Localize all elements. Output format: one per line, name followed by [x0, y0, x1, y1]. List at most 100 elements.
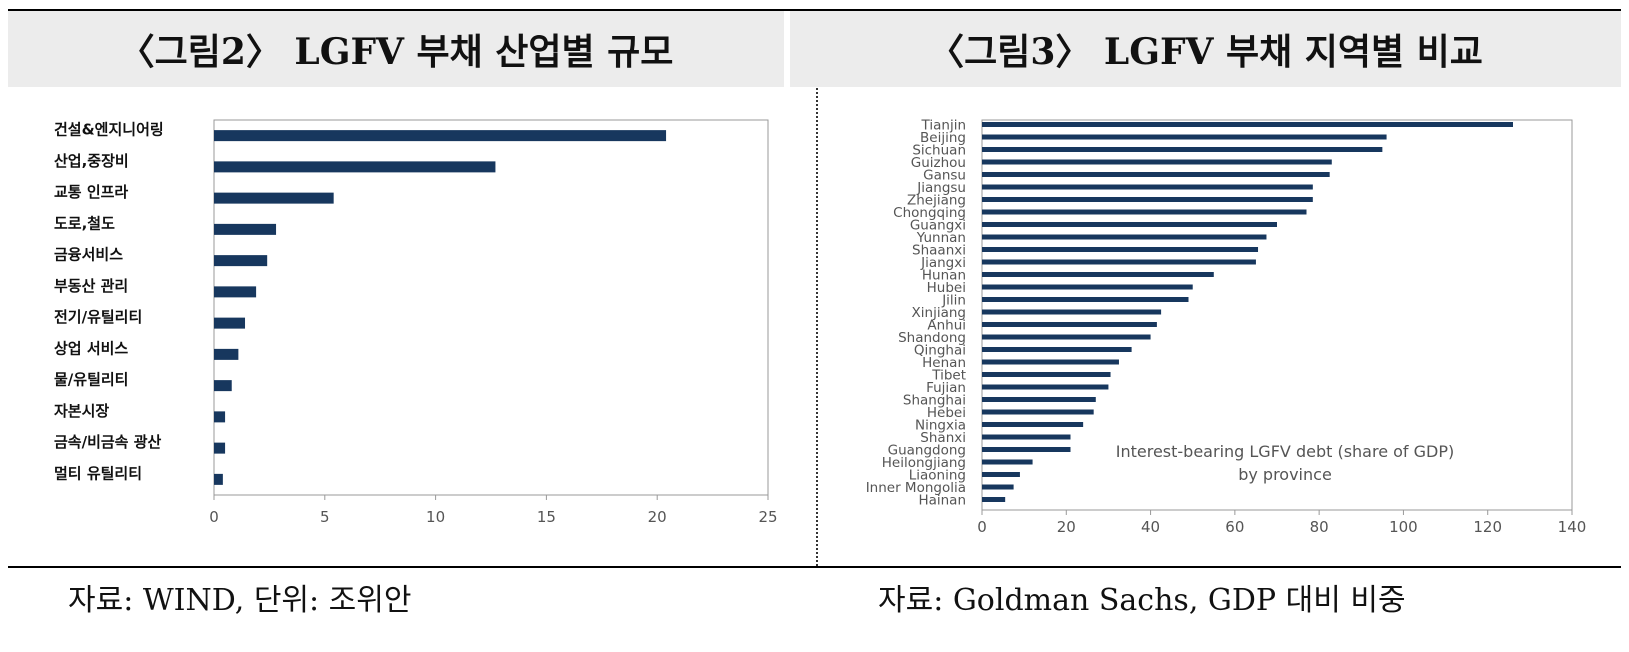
bar: [982, 472, 1020, 477]
category-label: Chongqing: [893, 205, 966, 221]
bar: [214, 317, 246, 329]
right-panel-title: 〈그림3〉 LGFV 부채 지역별 비교: [790, 11, 1621, 87]
bar: [982, 247, 1259, 252]
bar: [982, 409, 1094, 415]
bar: [214, 223, 277, 235]
left-panel-title-text: 〈그림2〉 LGFV 부채 산업별 규모: [118, 31, 674, 73]
x-tick-label: 140: [1558, 518, 1587, 536]
category-label: Guangdong: [888, 443, 966, 459]
category-label: Jiangxi: [920, 255, 966, 271]
category-label: Hebei: [927, 405, 966, 421]
category-label: Henan: [922, 355, 966, 371]
category-label: 건설&엔지니어링: [54, 121, 164, 139]
plot-frame: [213, 119, 769, 496]
bar: [982, 147, 1383, 152]
category-label: Shandong: [898, 330, 966, 346]
bar: [982, 434, 1071, 440]
category-label: 멀티 유틸리티: [54, 464, 142, 482]
category-label: 자본시장: [54, 402, 109, 420]
category-label: 교통 인프라: [54, 183, 128, 201]
x-tick-label: 100: [1389, 518, 1418, 536]
bar: [982, 259, 1256, 265]
category-label: 물/유틸리티: [54, 371, 128, 389]
category-label: Jiangsu: [916, 180, 966, 196]
category-label: Anhui: [927, 318, 966, 334]
bar: [982, 447, 1071, 452]
bar: [982, 497, 1006, 502]
bar: [214, 442, 226, 454]
x-tick-label: 10: [426, 508, 445, 526]
category-label: Guangxi: [910, 218, 966, 234]
bar: [982, 334, 1151, 340]
x-tick-label: 25: [758, 508, 777, 526]
category-label: Jilin: [941, 293, 966, 309]
bar: [982, 234, 1267, 240]
province-bar-chart: TianjinBeijingSichuanGuizhouGansuJiangsu…: [866, 118, 1587, 537]
panel-divider: [816, 11, 818, 566]
bar: [214, 255, 268, 267]
bar: [214, 411, 226, 423]
bar: [982, 384, 1109, 390]
category-label: 금융서비스: [54, 246, 123, 264]
bar: [982, 297, 1189, 302]
category-label: Zhejiang: [907, 193, 966, 209]
bar: [982, 322, 1157, 327]
x-tick-label: 0: [977, 518, 987, 536]
bar: [982, 359, 1119, 365]
bar: [982, 459, 1033, 465]
bar: [982, 159, 1332, 165]
bar: [982, 122, 1513, 127]
category-label: Yunnan: [916, 230, 966, 246]
category-label: Heilongjiang: [882, 455, 966, 471]
category-label: Ningxia: [915, 418, 966, 434]
category-label: Xinjiang: [912, 305, 966, 321]
category-label: Tibet: [931, 368, 966, 384]
right-panel-title-text: 〈그림3〉 LGFV 부채 지역별 비교: [928, 31, 1483, 73]
category-label: Qinghai: [914, 343, 966, 359]
bar: [982, 309, 1162, 315]
x-tick-label: 5: [320, 508, 330, 526]
bottom-rule: [8, 566, 1621, 568]
category-label: 금속/비금속 광산: [54, 433, 162, 451]
bar: [982, 372, 1111, 377]
category-label: Beijing: [920, 130, 966, 146]
bar: [214, 192, 334, 204]
x-tick-label: 20: [648, 508, 667, 526]
category-label: Fujian: [926, 380, 966, 396]
category-label: 전기/유틸리티: [54, 308, 142, 326]
bar: [214, 161, 496, 173]
bar: [214, 348, 239, 360]
category-label: Shanxi: [920, 430, 966, 446]
category-label: Tianjin: [921, 118, 966, 134]
x-tick-label: 0: [209, 508, 219, 526]
bar: [982, 134, 1387, 140]
category-label: Hunan: [922, 268, 966, 284]
category-label: Inner Mongolia: [866, 480, 966, 496]
bar: [982, 397, 1096, 402]
category-label: Sichuan: [912, 143, 966, 159]
category-label: Shaanxi: [912, 243, 966, 259]
x-tick-label: 40: [1141, 518, 1160, 536]
chart-annotation-line-2: by province: [1238, 465, 1332, 484]
category-label: Gansu: [923, 168, 966, 184]
bar: [214, 130, 667, 142]
category-label: Hainan: [918, 493, 966, 509]
bar: [982, 172, 1330, 177]
bar: [982, 184, 1313, 190]
top-rule: [8, 9, 1621, 11]
category-label: 산업,중장비: [54, 152, 129, 170]
chart-annotation-line-1: Interest-bearing LGFV debt (share of GDP…: [1116, 442, 1455, 461]
left-source-note: 자료: WIND, 단위: 조위안: [68, 583, 412, 618]
category-label: Hubei: [927, 280, 966, 296]
x-tick-label: 20: [1057, 518, 1076, 536]
bar: [982, 222, 1277, 227]
bar: [982, 284, 1193, 290]
category-label: Shanghai: [903, 393, 966, 409]
category-label: 상업 서비스: [54, 339, 128, 357]
x-tick-label: 120: [1473, 518, 1502, 536]
bar: [982, 272, 1214, 277]
bar: [982, 197, 1313, 202]
plot-frame: [981, 119, 1573, 511]
left-panel-title: 〈그림2〉 LGFV 부채 산업별 규모: [8, 11, 784, 87]
